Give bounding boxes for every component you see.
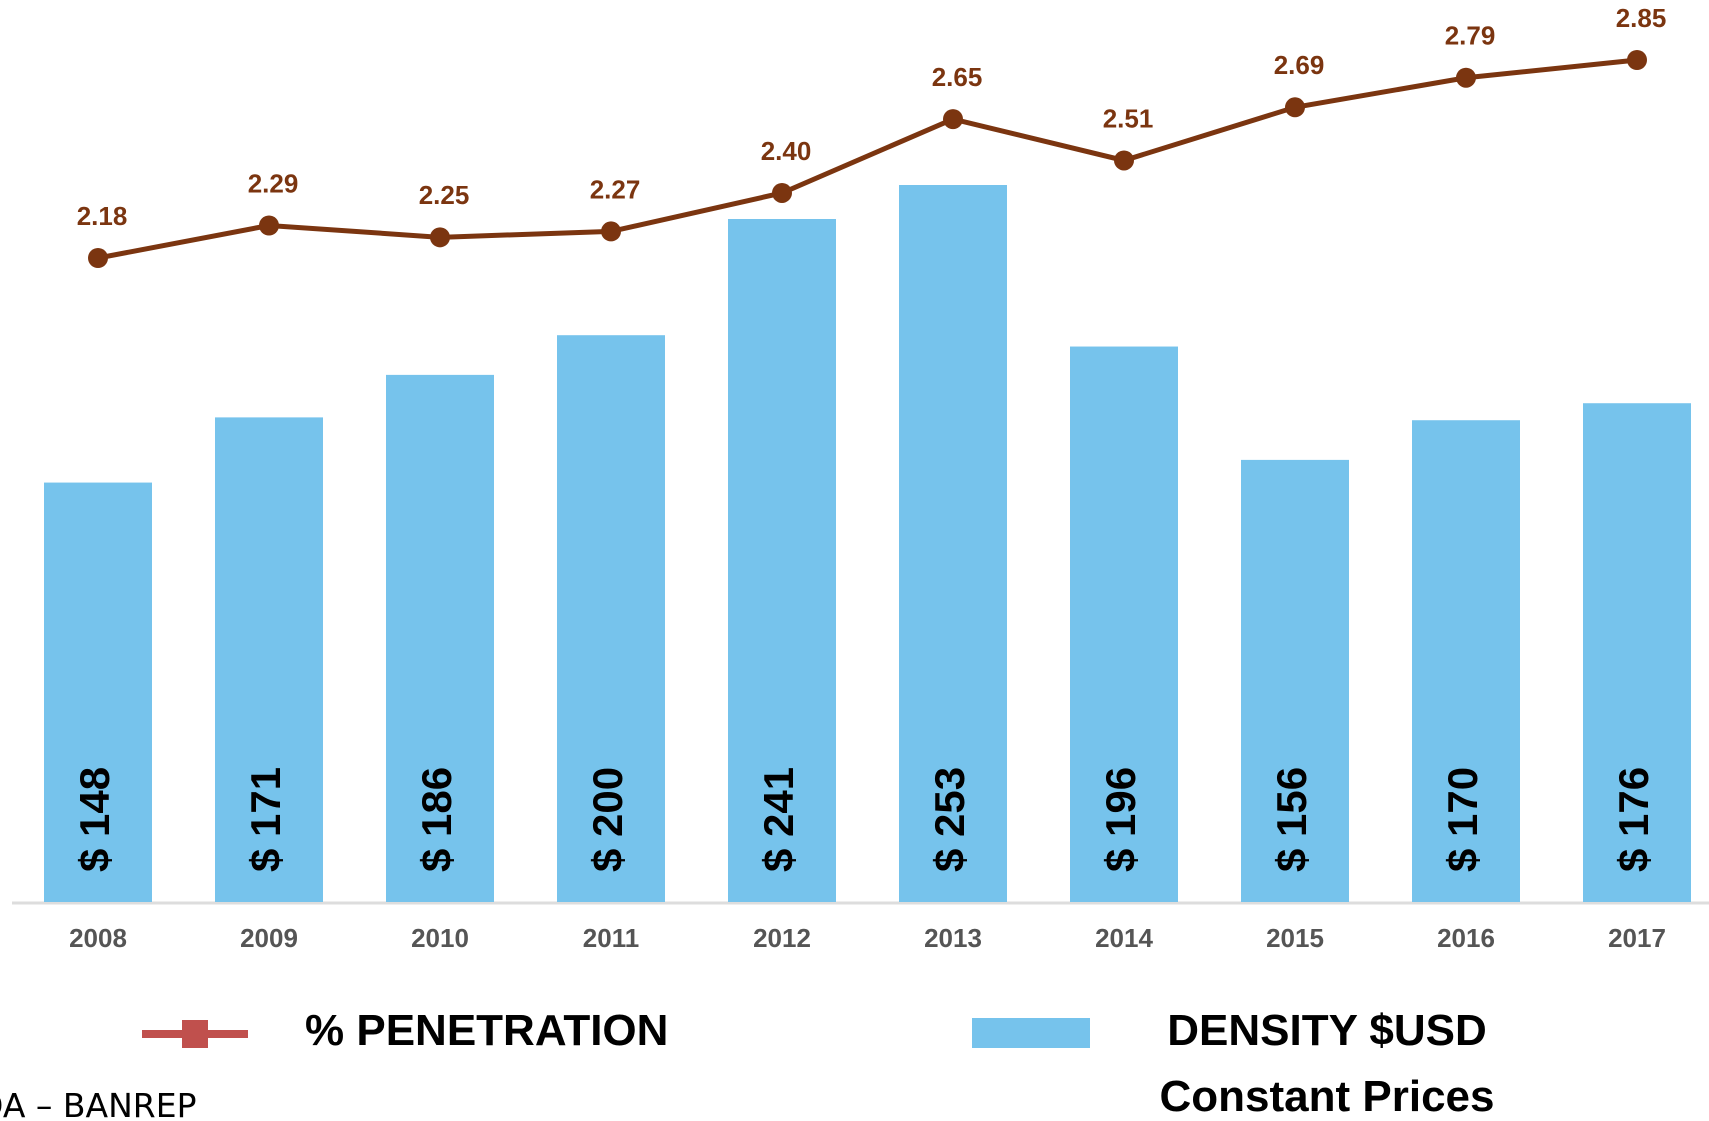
bar [1583, 403, 1691, 902]
line-point [943, 109, 963, 130]
line-point [1114, 150, 1134, 171]
line-value-label: 2.51 [1103, 103, 1154, 133]
line-point [259, 215, 279, 236]
bar-value-label: $ 176 [1610, 767, 1657, 872]
line-point [1285, 97, 1305, 118]
x-tick-label: 2011 [583, 923, 639, 953]
bar-value-label: $ 196 [1097, 767, 1144, 872]
line-point [88, 248, 108, 268]
bar [1070, 346, 1178, 902]
x-tick-label: 2009 [240, 923, 298, 953]
bar-value-label: $ 186 [413, 767, 460, 872]
line-point [430, 227, 450, 248]
bar [215, 417, 323, 902]
line-value-label: 2.79 [1445, 21, 1496, 51]
bar-value-label: $ 170 [1439, 767, 1486, 872]
bar-value-label: $ 200 [584, 767, 631, 872]
line-point [772, 182, 792, 203]
line-value-label: 2.25 [419, 180, 470, 210]
bar-value-label: $ 241 [755, 767, 802, 872]
line-point [1456, 67, 1476, 88]
x-tick-label: 2014 [1095, 923, 1153, 953]
line-value-label: 2.40 [761, 136, 812, 166]
bar-value-label: $ 148 [71, 767, 118, 872]
bar [1241, 459, 1349, 902]
bar-value-label: $ 253 [926, 767, 973, 872]
x-tick-label: 2008 [69, 923, 127, 953]
legend-label: DENSITY $USD Constant Prices [1159, 1006, 1495, 1121]
line-value-label: 2.65 [932, 62, 983, 92]
bar-value-label: $ 156 [1268, 767, 1315, 872]
x-tick-label: 2013 [924, 923, 982, 953]
line-value-label: 2.85 [1616, 3, 1667, 33]
bar [728, 219, 836, 902]
x-tick-label: 2015 [1266, 923, 1324, 953]
x-tick-label: 2016 [1437, 923, 1495, 953]
x-tick-label: 2010 [411, 923, 469, 953]
line-point [1627, 50, 1647, 70]
line [97, 57, 1638, 261]
x-tick-label: 2017 [1608, 923, 1666, 953]
bar [1412, 420, 1520, 902]
bar [44, 482, 152, 902]
bar [899, 185, 1007, 902]
bar [557, 335, 665, 903]
line-value-label: 2.29 [248, 168, 299, 198]
source: DA – BANREP [0, 1086, 197, 1121]
line-value-label: 2.18 [77, 201, 128, 231]
line-point [601, 221, 621, 242]
legend-swatch [182, 1020, 208, 1048]
legend-label: % PENETRATION [305, 1006, 669, 1055]
legend-swatch [972, 1018, 1090, 1048]
line-value-label: 2.69 [1274, 50, 1325, 80]
x-tick-label: 2012 [753, 923, 811, 953]
bar-value-label: $ 171 [242, 767, 289, 872]
line-value-label: 2.27 [590, 174, 641, 204]
bar [386, 374, 494, 903]
